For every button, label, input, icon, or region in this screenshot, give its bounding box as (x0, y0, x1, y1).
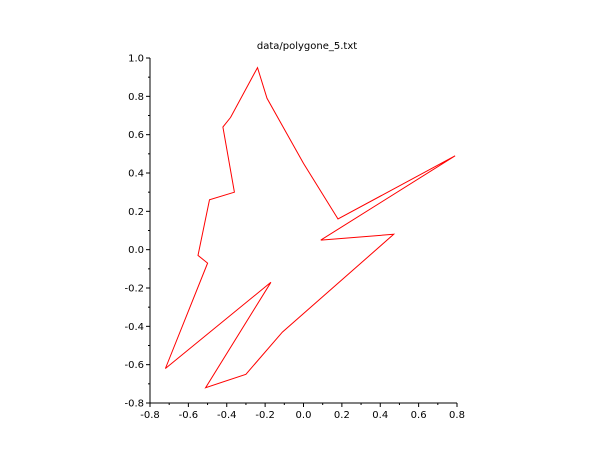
x-tick-label: -0.2 (255, 410, 275, 421)
y-tick-label: 1.0 (128, 54, 144, 65)
y-tick-label: -0.6 (124, 360, 144, 371)
y-tick-label: 0.6 (128, 130, 144, 141)
y-tick-label: -0.2 (124, 284, 144, 295)
x-tick-label: 0.2 (334, 410, 350, 421)
y-tick-label: -0.4 (124, 322, 144, 333)
x-tick-label: -0.8 (140, 410, 160, 421)
x-tick-label: 0.4 (372, 410, 388, 421)
chart-title: data/polygone_5.txt (257, 41, 357, 52)
x-tick-label: 0.0 (296, 410, 312, 421)
y-tick-label: 0.2 (128, 207, 144, 218)
axes: -0.8 -0.6 -0.4 -0.2 0.0 0.2 0.4 0.6 0.8 1.0 -0.8 -0… (124, 54, 464, 422)
y-tick-label: 0.4 (128, 169, 144, 180)
y-tick-label: -0.8 (124, 399, 144, 410)
x-tick-label: -0.6 (179, 410, 199, 421)
x-tick-label: 0.6 (411, 410, 427, 421)
y-tick-label: 0.0 (128, 245, 144, 256)
y-tick-label: 0.8 (128, 92, 144, 103)
x-tick-label: 0.8 (449, 410, 465, 421)
x-tick-label: -0.4 (217, 410, 237, 421)
series-layer (164, 66, 456, 389)
polygon-series-line (164, 66, 456, 389)
